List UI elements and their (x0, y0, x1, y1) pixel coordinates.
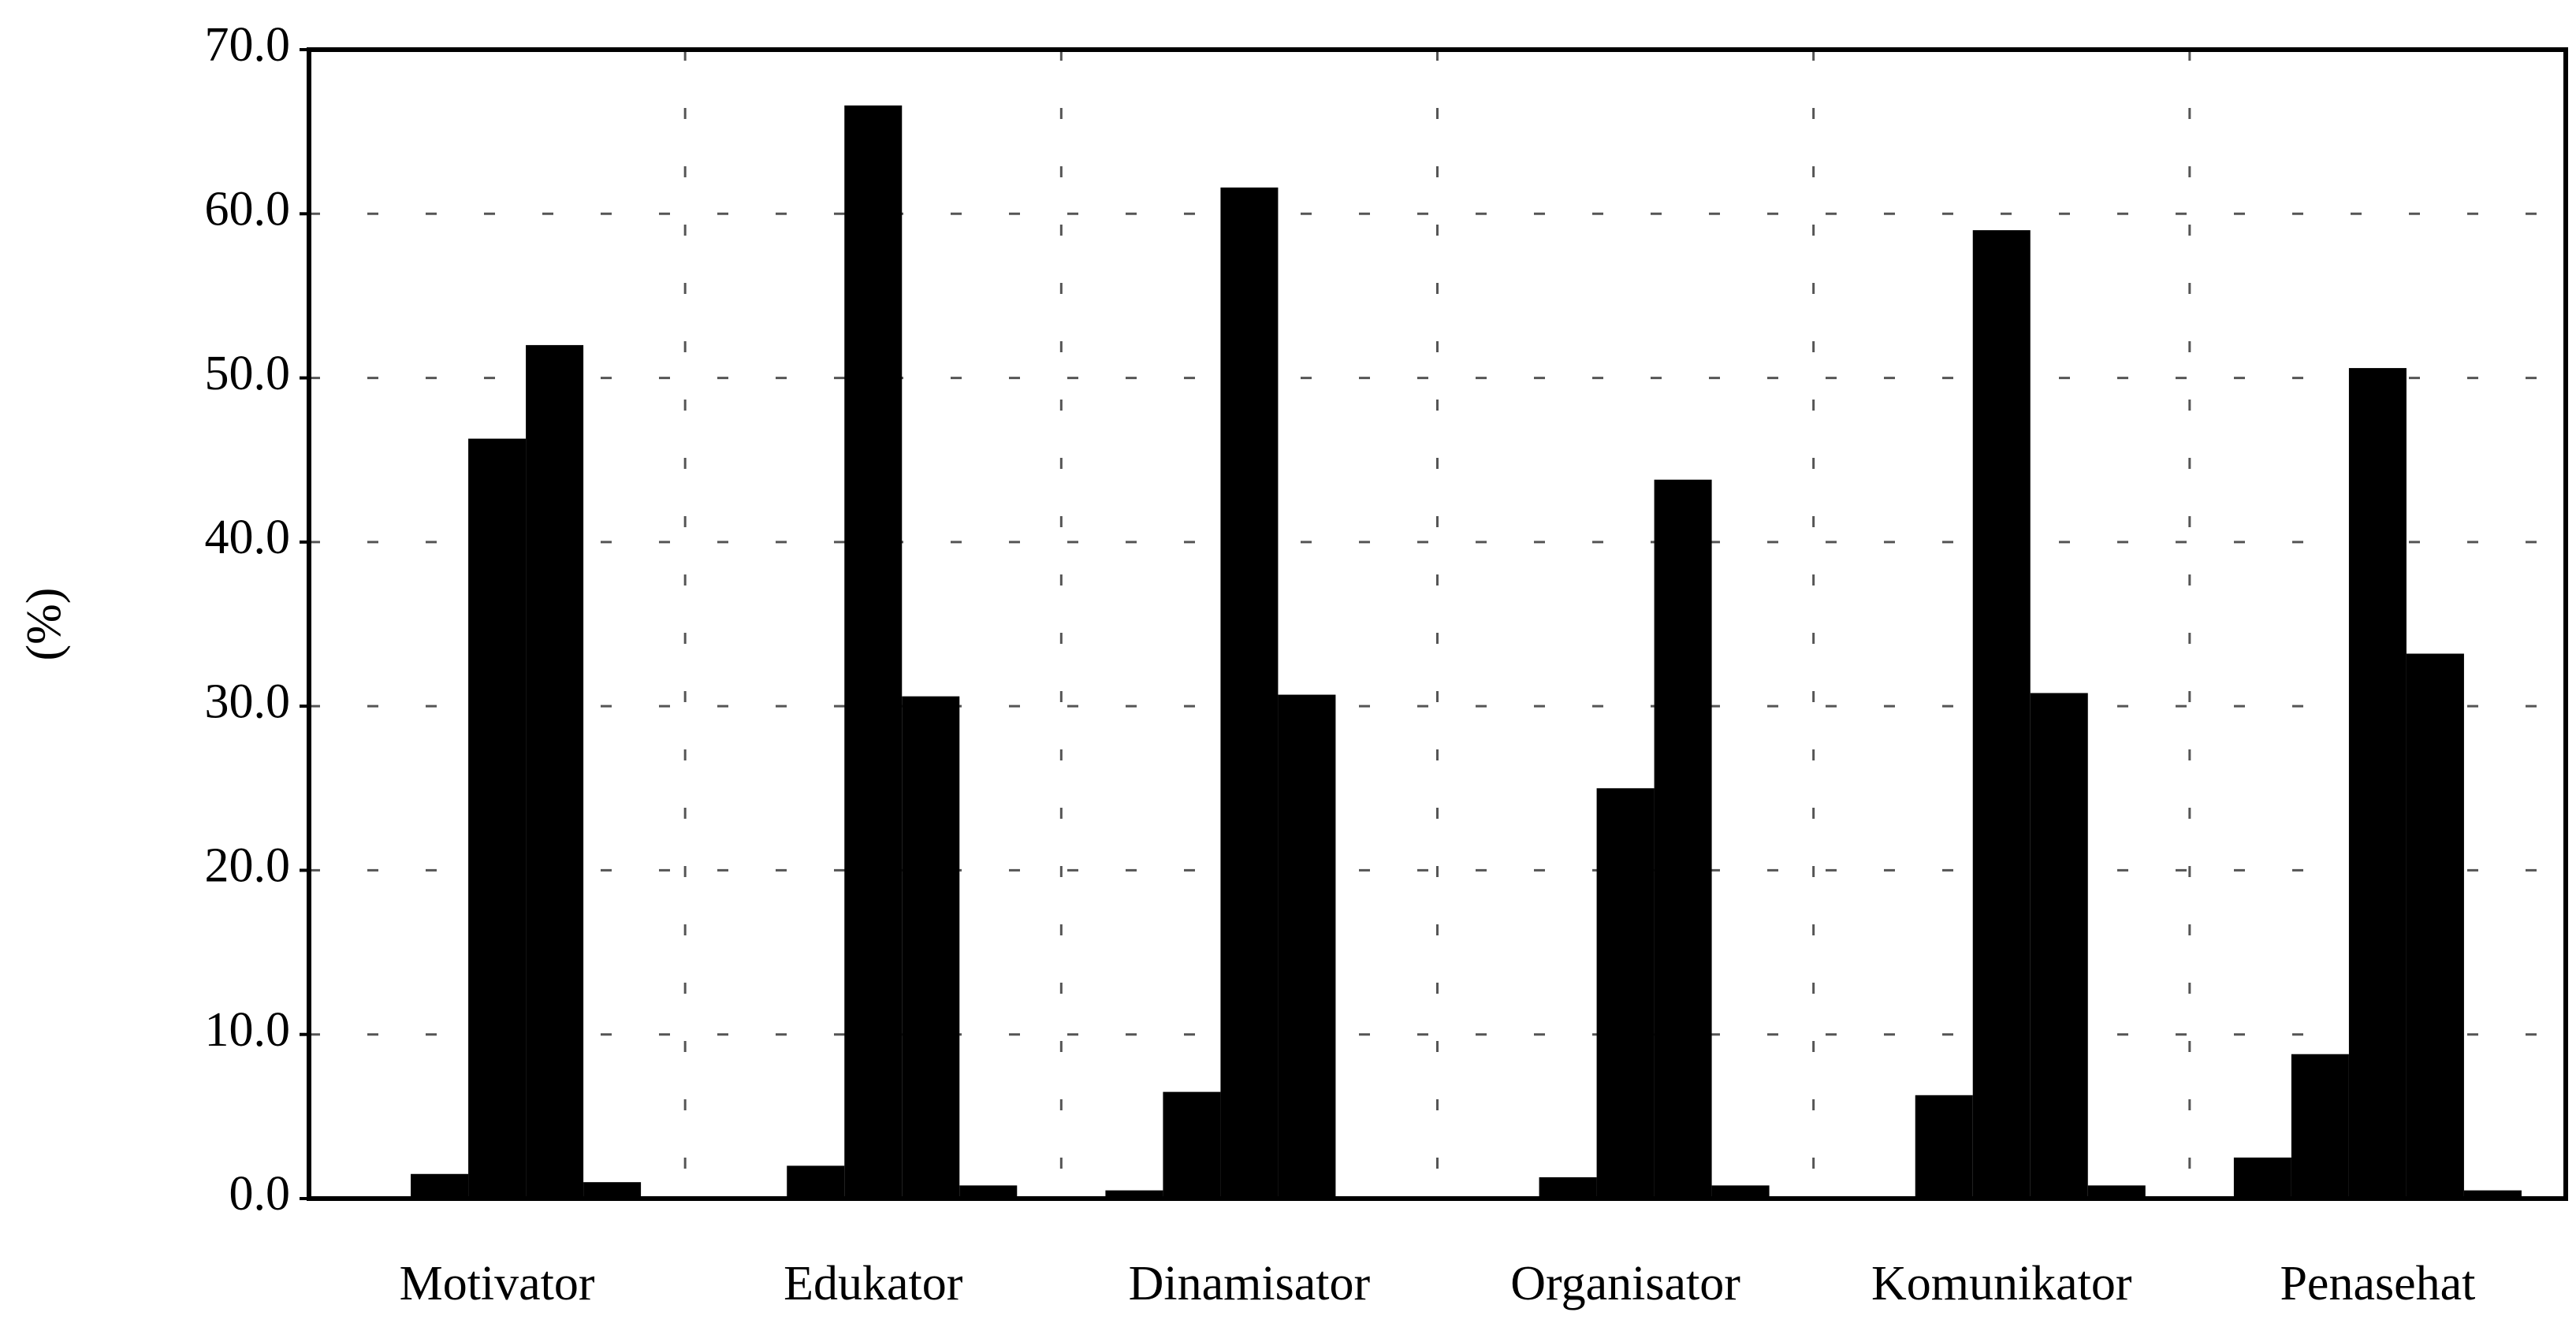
bar (2463, 1190, 2522, 1199)
x-tick-label: Motivator (400, 1257, 595, 1310)
bar (1654, 479, 1712, 1199)
plot-frame (307, 47, 2568, 1201)
bar (844, 105, 903, 1199)
y-tick-label: 0.0 (229, 1167, 291, 1221)
y-axis-label: (%) (17, 588, 71, 661)
bar (1539, 1177, 1597, 1199)
bar (1220, 187, 1279, 1199)
bar (902, 696, 960, 1199)
y-tick-label: 50.0 (205, 347, 291, 400)
bar (2087, 1185, 2146, 1199)
x-tick-label: Edukator (784, 1257, 963, 1310)
bar (2030, 693, 2088, 1199)
bar (1105, 1190, 1163, 1199)
y-tick-label: 10.0 (205, 1003, 291, 1057)
bar (583, 1182, 642, 1199)
x-tick-label: Komunikator (1871, 1257, 2132, 1310)
bar (2233, 1157, 2291, 1199)
bar (1711, 1185, 1770, 1199)
bar (2406, 653, 2464, 1199)
bar (959, 1185, 1018, 1199)
bar (411, 1173, 469, 1199)
y-tick-label: 70.0 (205, 18, 291, 72)
bar (526, 344, 584, 1199)
x-tick-label: Organisator (1510, 1257, 1740, 1310)
bar (1278, 694, 1336, 1199)
bar (468, 438, 527, 1199)
y-tick-label: 20.0 (205, 839, 291, 893)
bar (2291, 1054, 2349, 1199)
bar (1972, 230, 2031, 1199)
bar (787, 1165, 845, 1199)
y-tick-label: 40.0 (205, 511, 291, 564)
bar (2348, 368, 2407, 1199)
bar (1915, 1095, 1973, 1199)
y-tick-label: 30.0 (205, 675, 291, 728)
bar (1163, 1091, 1221, 1199)
x-tick-label: Dinamisator (1129, 1257, 1371, 1310)
bar (1596, 788, 1655, 1199)
y-tick-label: 60.0 (205, 183, 291, 236)
x-tick-label: Penasehat (2280, 1257, 2475, 1310)
